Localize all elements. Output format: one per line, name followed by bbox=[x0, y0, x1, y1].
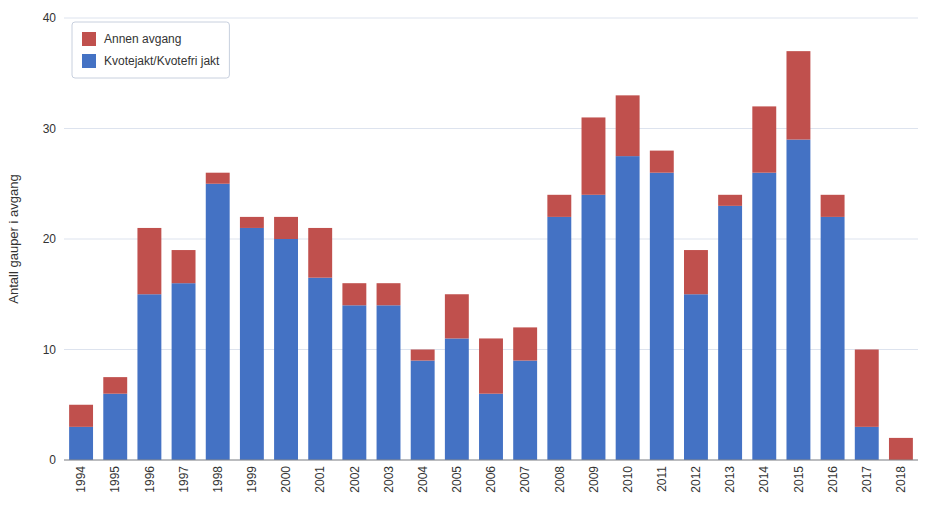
bar-segment bbox=[342, 283, 366, 305]
bars bbox=[69, 51, 913, 460]
y-tick-label: 20 bbox=[43, 232, 57, 246]
y-tick-label: 30 bbox=[43, 122, 57, 136]
bar-segment bbox=[547, 217, 571, 460]
x-tick-label: 2007 bbox=[518, 466, 532, 493]
x-tick-label: 2009 bbox=[587, 466, 601, 493]
bar-segment bbox=[855, 427, 879, 460]
grid bbox=[64, 18, 918, 460]
chart-container: 0 10 20 30 40 1994 1995 1996 1997 1998 1999 2000 200… bbox=[0, 0, 938, 516]
bar-segment bbox=[206, 184, 230, 460]
x-tick-label: 2014 bbox=[757, 466, 771, 493]
x-tick-label: 2016 bbox=[826, 466, 840, 493]
bar-segment bbox=[274, 239, 298, 460]
chart: 0 10 20 30 40 1994 1995 1996 1997 1998 1999 2000 200… bbox=[0, 0, 938, 516]
grid-line bbox=[64, 18, 918, 19]
bar-segment bbox=[718, 195, 742, 206]
bar-segment bbox=[377, 305, 401, 460]
legend-label: Kvotejakt/Kvotefri jakt bbox=[104, 54, 220, 68]
bar-segment bbox=[786, 140, 810, 460]
bar-segment bbox=[718, 206, 742, 460]
x-axis-line bbox=[64, 460, 918, 461]
legend-box bbox=[72, 22, 229, 78]
bar-segment bbox=[786, 51, 810, 139]
x-tick-label: 1996 bbox=[143, 466, 157, 493]
bar-segment bbox=[650, 151, 674, 173]
bar-segment bbox=[752, 173, 776, 460]
bar-segment bbox=[445, 294, 469, 338]
bar-segment bbox=[547, 195, 571, 217]
bar-segment bbox=[137, 228, 161, 294]
x-tick-label: 2008 bbox=[553, 466, 567, 493]
bar-segment bbox=[172, 283, 196, 460]
x-tick-label: 2004 bbox=[416, 466, 430, 493]
x-tick-label: 2003 bbox=[382, 466, 396, 493]
legend-swatch bbox=[82, 32, 96, 46]
bar-segment bbox=[889, 438, 913, 460]
x-tick-label: 2002 bbox=[348, 466, 362, 493]
bar-segment bbox=[513, 327, 537, 360]
bar-segment bbox=[445, 338, 469, 460]
bar-segment bbox=[377, 283, 401, 305]
x-tick-label: 2018 bbox=[894, 466, 908, 493]
bar-segment bbox=[274, 217, 298, 239]
y-tick-label: 10 bbox=[43, 343, 57, 357]
bar-segment bbox=[684, 250, 708, 294]
x-tick-label: 1997 bbox=[177, 466, 191, 493]
x-tick-label: 2012 bbox=[689, 466, 703, 493]
bar-segment bbox=[240, 228, 264, 460]
bar-segment bbox=[308, 278, 332, 460]
y-tick-label: 0 bbox=[49, 453, 56, 467]
bar-segment bbox=[411, 361, 435, 460]
bar-segment bbox=[821, 195, 845, 217]
x-tick-label: 1998 bbox=[211, 466, 225, 493]
bar-segment bbox=[411, 350, 435, 361]
y-axis-label: Antall gauper i avgang bbox=[6, 174, 21, 303]
bar-segment bbox=[206, 173, 230, 184]
bar-segment bbox=[616, 156, 640, 460]
bar-segment bbox=[821, 217, 845, 460]
bar-segment bbox=[172, 250, 196, 283]
x-tick-label: 2000 bbox=[279, 466, 293, 493]
bar-segment bbox=[513, 361, 537, 460]
bar-segment bbox=[650, 173, 674, 460]
bar-segment bbox=[582, 195, 606, 460]
bar-segment bbox=[69, 427, 93, 460]
bar-segment bbox=[342, 305, 366, 460]
grid-line bbox=[64, 460, 918, 461]
legend-label: Annen avgang bbox=[104, 32, 181, 46]
x-tick-label: 2005 bbox=[450, 466, 464, 493]
bar-segment bbox=[103, 377, 127, 394]
bar-segment bbox=[479, 338, 503, 393]
x-tick-label: 2013 bbox=[723, 466, 737, 493]
bar-segment bbox=[479, 394, 503, 460]
x-tick-label: 1999 bbox=[245, 466, 259, 493]
bar-segment bbox=[616, 95, 640, 156]
bar-segment bbox=[137, 294, 161, 460]
bar-segment bbox=[240, 217, 264, 228]
x-tick-label: 2001 bbox=[313, 466, 327, 493]
legend-swatch bbox=[82, 54, 96, 68]
x-tick-label: 2006 bbox=[484, 466, 498, 493]
legend: Annen avgang Kvotejakt/Kvotefri jakt bbox=[72, 22, 229, 78]
bar-segment bbox=[752, 106, 776, 172]
bar-segment bbox=[684, 294, 708, 460]
x-tick-label: 2011 bbox=[655, 466, 669, 492]
x-tick-label: 2010 bbox=[621, 466, 635, 493]
x-tick-label: 2017 bbox=[860, 466, 874, 493]
x-tick-label: 2015 bbox=[792, 466, 806, 493]
x-tick-label: 1994 bbox=[74, 466, 88, 493]
y-tick-label: 40 bbox=[43, 11, 57, 25]
bar-segment bbox=[308, 228, 332, 278]
x-tick-label: 1995 bbox=[108, 466, 122, 493]
bar-segment bbox=[103, 394, 127, 460]
bar-segment bbox=[582, 117, 606, 194]
bar-segment bbox=[855, 350, 879, 427]
bar-segment bbox=[69, 405, 93, 427]
